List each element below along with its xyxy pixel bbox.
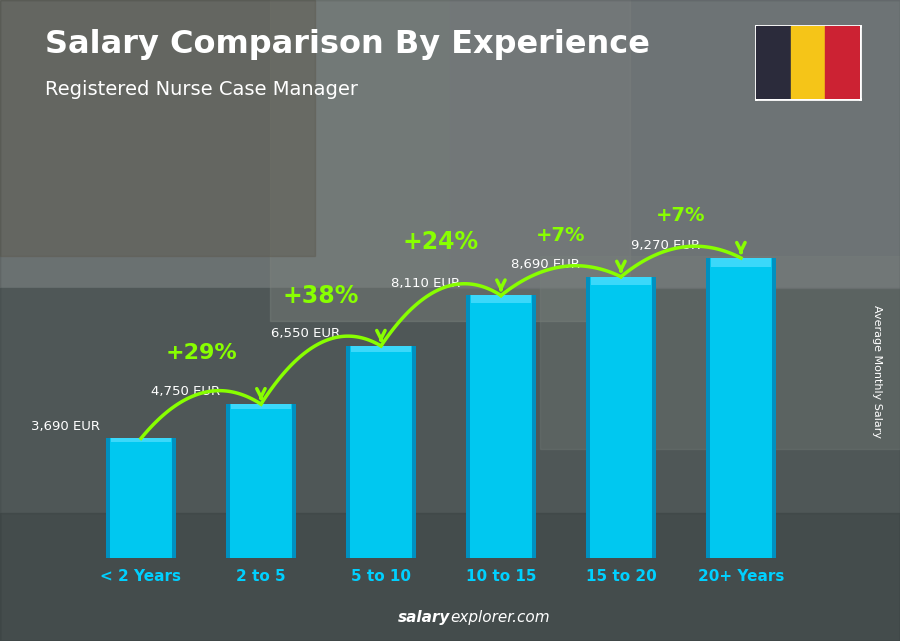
Text: +7%: +7% <box>656 206 706 225</box>
Bar <box>771 258 776 558</box>
Bar <box>292 404 296 558</box>
Bar <box>226 404 296 558</box>
Text: 8,110 EUR: 8,110 EUR <box>392 277 460 290</box>
Text: Registered Nurse Case Manager: Registered Nurse Case Manager <box>45 80 358 99</box>
Bar <box>226 404 230 558</box>
Text: 4,750 EUR: 4,750 EUR <box>151 385 220 398</box>
Text: explorer.com: explorer.com <box>450 610 550 625</box>
Bar <box>711 258 770 267</box>
Bar <box>540 256 900 449</box>
Bar <box>106 438 111 558</box>
Text: +38%: +38% <box>283 284 359 308</box>
Text: +24%: +24% <box>403 230 479 254</box>
Bar <box>106 438 176 558</box>
Bar <box>270 0 630 320</box>
Text: +29%: +29% <box>165 343 237 363</box>
Bar <box>472 296 531 303</box>
Bar <box>172 438 176 558</box>
Bar <box>532 296 536 558</box>
Bar <box>586 277 590 558</box>
Bar <box>0 513 900 641</box>
Text: 9,270 EUR: 9,270 EUR <box>631 239 700 252</box>
Bar <box>450 0 900 288</box>
Bar <box>0 288 900 641</box>
Bar <box>346 346 416 558</box>
Bar <box>411 346 416 558</box>
Bar <box>591 277 651 285</box>
Bar <box>825 26 860 99</box>
Bar <box>652 277 656 558</box>
Bar <box>706 258 776 558</box>
Bar <box>756 26 790 99</box>
Text: Salary Comparison By Experience: Salary Comparison By Experience <box>45 29 650 60</box>
Bar <box>231 404 291 409</box>
Bar <box>466 296 471 558</box>
Bar <box>586 277 656 558</box>
Text: +7%: +7% <box>536 226 586 245</box>
Bar <box>112 438 171 442</box>
Text: 3,690 EUR: 3,690 EUR <box>32 420 100 433</box>
Text: 6,550 EUR: 6,550 EUR <box>271 327 340 340</box>
Bar <box>706 258 710 558</box>
Bar <box>346 346 350 558</box>
Bar <box>0 0 315 256</box>
Bar <box>0 0 900 288</box>
Bar <box>466 296 536 558</box>
Text: Average Monthly Salary: Average Monthly Salary <box>872 305 883 438</box>
Text: 8,690 EUR: 8,690 EUR <box>511 258 580 271</box>
Text: salary: salary <box>398 610 450 625</box>
Bar <box>790 26 825 99</box>
Bar <box>351 346 410 353</box>
